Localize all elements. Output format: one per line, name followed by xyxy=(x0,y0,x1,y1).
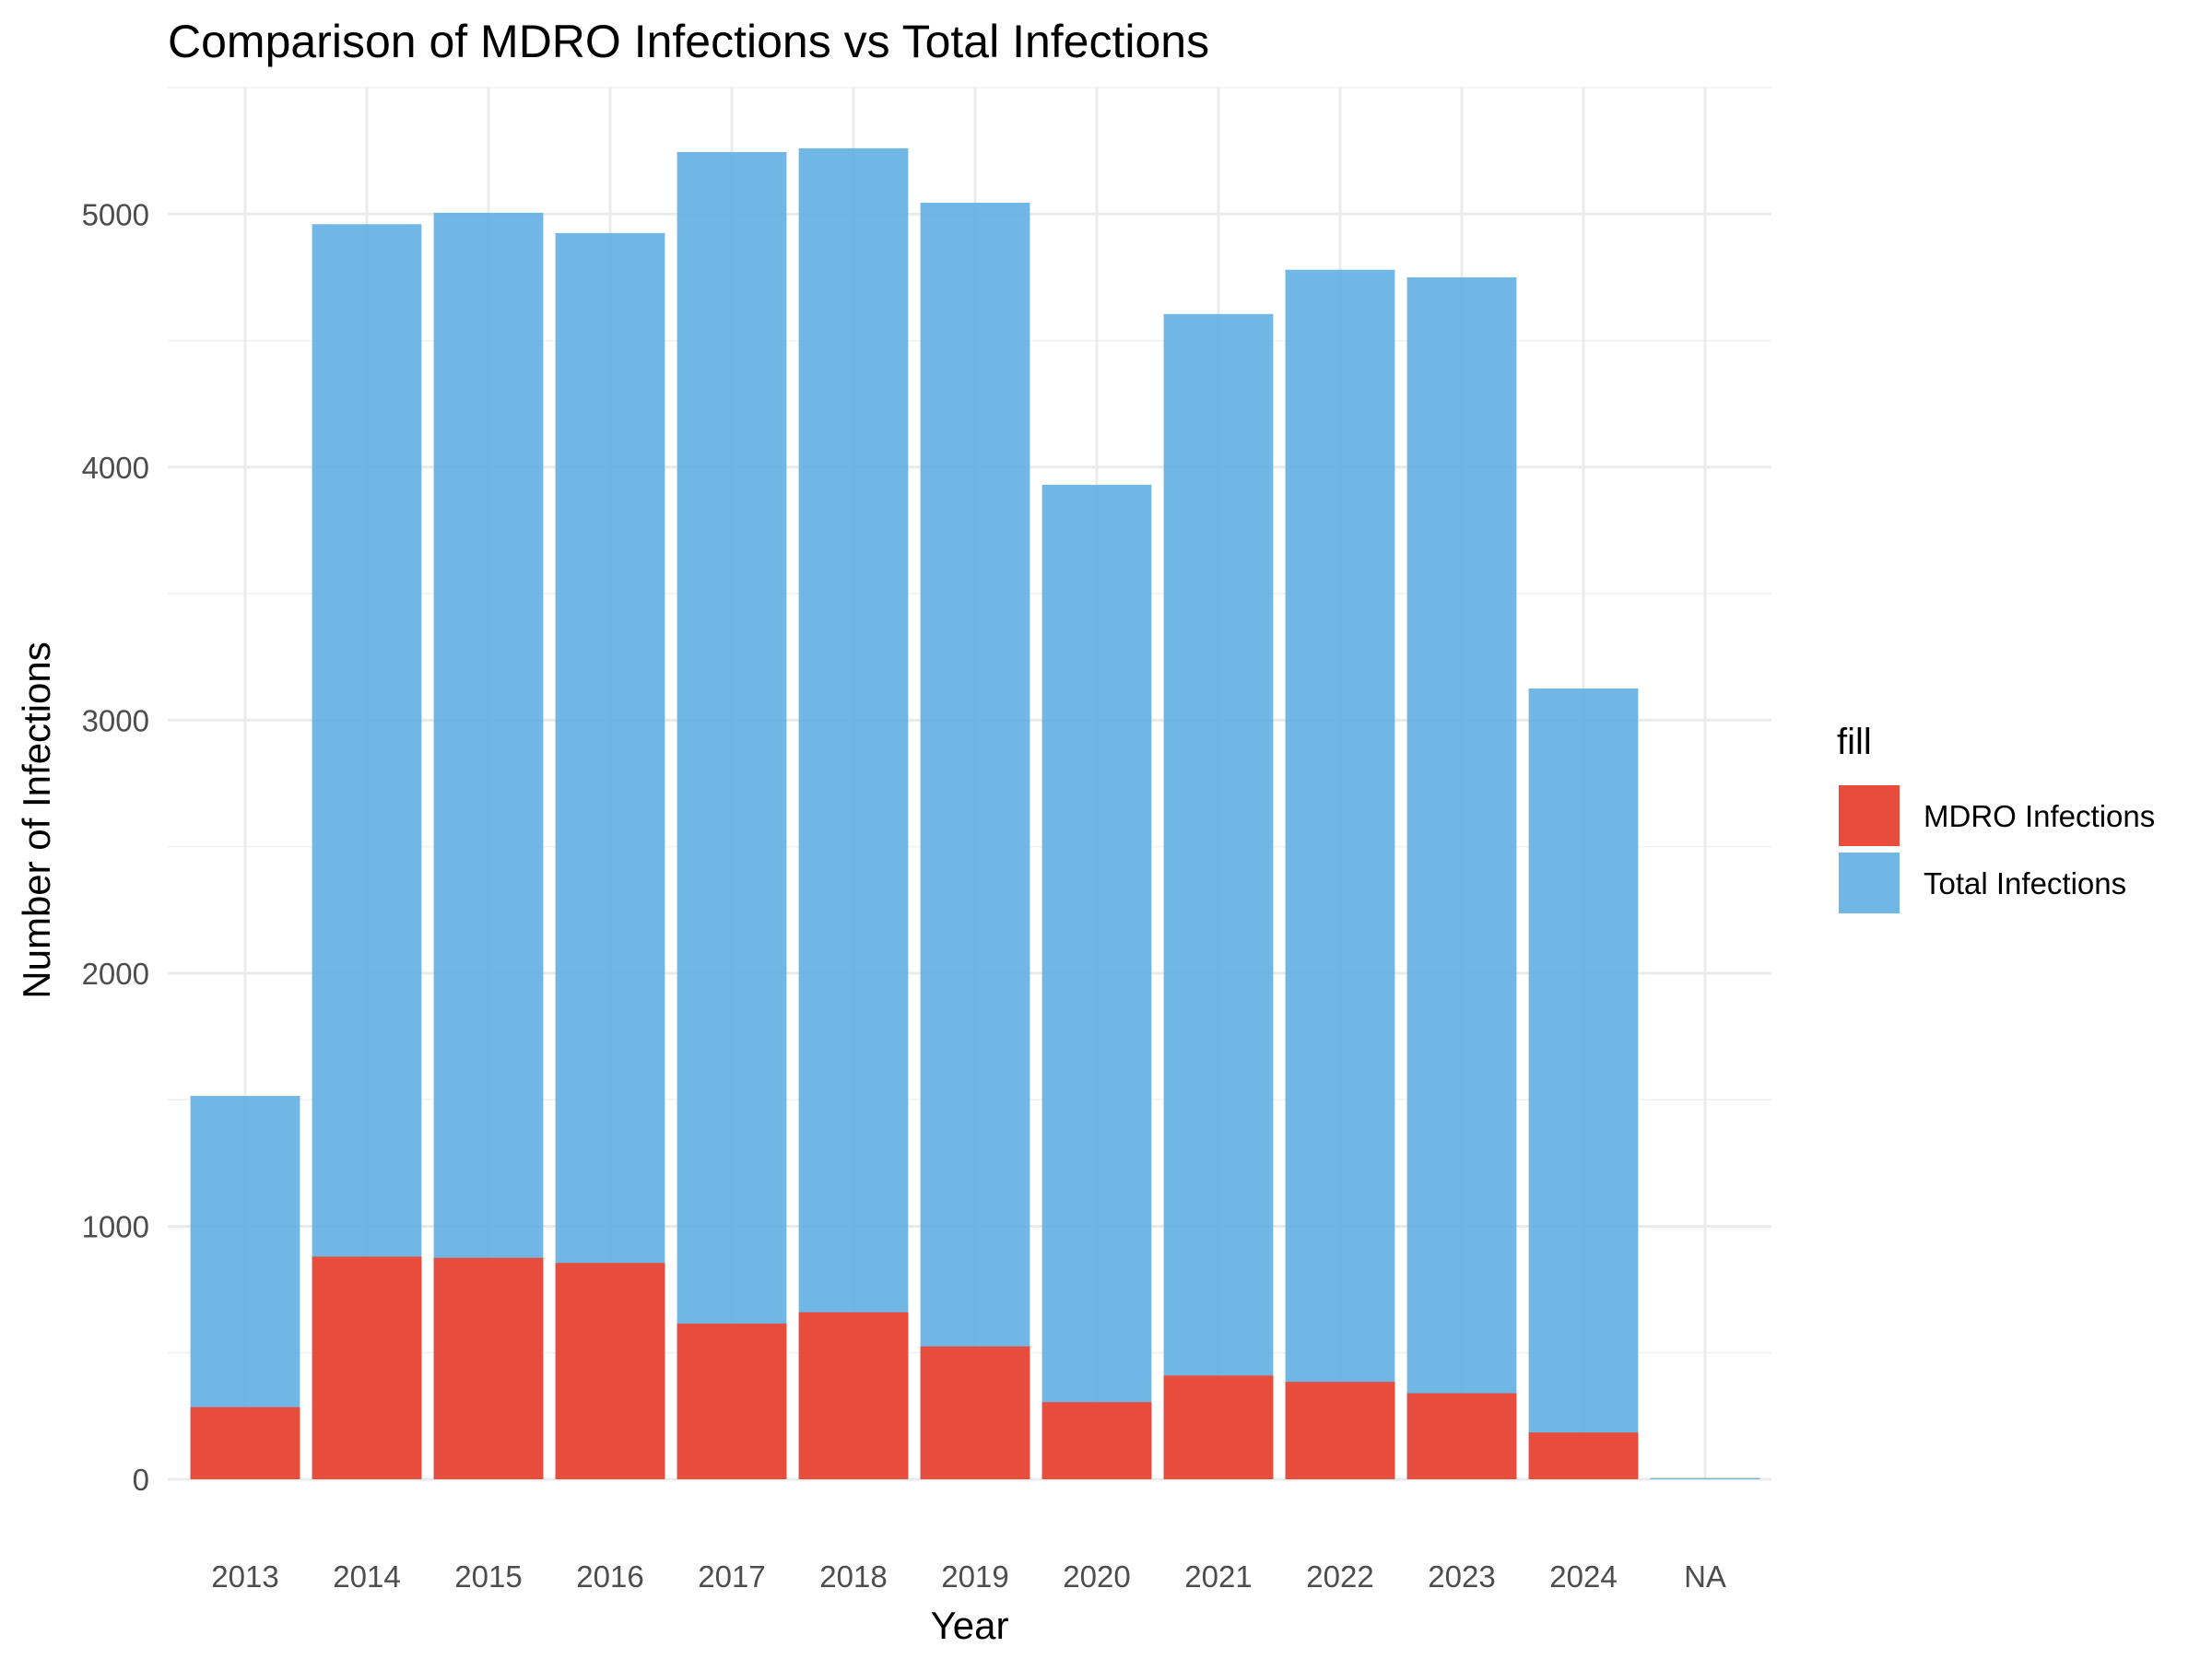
legend: fill MDRO Infections Total Infections xyxy=(1837,722,2155,913)
bar-total-2022 xyxy=(1285,269,1395,1479)
y-tick-label: 1000 xyxy=(82,1209,149,1243)
bar-mdro-2024 xyxy=(1528,1432,1639,1479)
x-tick-label: 2017 xyxy=(698,1559,765,1594)
y-tick-label: 0 xyxy=(133,1463,149,1497)
bar-total-2019 xyxy=(920,202,1030,1479)
x-tick-label: NA xyxy=(1684,1559,1726,1594)
bar-mdro-2019 xyxy=(920,1346,1030,1479)
bar-mdro-2018 xyxy=(798,1312,909,1479)
x-tick-label: 2020 xyxy=(1063,1559,1130,1594)
x-tick-label: 2021 xyxy=(1184,1559,1252,1594)
x-tick-label: 2014 xyxy=(333,1559,400,1594)
y-tick-label: 4000 xyxy=(82,451,149,485)
x-axis-title: Year xyxy=(931,1604,1009,1647)
bar-mdro-2016 xyxy=(555,1263,665,1479)
bar-mdro-2017 xyxy=(677,1324,787,1479)
legend-label-mdro: MDRO Infections xyxy=(1924,799,2155,833)
bar-mdro-2022 xyxy=(1285,1382,1395,1479)
x-tick-label: 2016 xyxy=(576,1559,643,1594)
x-tick-label: 2024 xyxy=(1549,1559,1617,1594)
x-tick-label: 2022 xyxy=(1306,1559,1373,1594)
y-tick-label: 2000 xyxy=(82,957,149,991)
bars xyxy=(190,147,1760,1480)
bar-mdro-2023 xyxy=(1406,1393,1517,1479)
bar-total-2017 xyxy=(677,152,787,1480)
x-tick-label: 2019 xyxy=(941,1559,1008,1594)
chart-title: Comparison of MDRO Infections vs Total I… xyxy=(168,16,1209,67)
bar-mdro-2020 xyxy=(1041,1402,1152,1479)
legend-swatch-total xyxy=(1839,853,1900,913)
x-tick-label: 2018 xyxy=(819,1559,887,1594)
bar-total-2023 xyxy=(1406,276,1517,1480)
bar-total-2021 xyxy=(1163,313,1274,1480)
y-tick-label: 5000 xyxy=(82,197,149,231)
x-axis-ticks: 2013 2014 2015 2016 2017 2018 2019 2020 2021 2022… xyxy=(211,1559,1726,1594)
x-tick-label: 2015 xyxy=(454,1559,522,1594)
bar-mdro-2021 xyxy=(1163,1375,1274,1479)
x-tick-label: 2023 xyxy=(1428,1559,1495,1594)
y-tick-label: 3000 xyxy=(82,703,149,737)
legend-label-total: Total Infections xyxy=(1924,866,2126,900)
bar-mdro-2013 xyxy=(190,1406,300,1479)
legend-title: fill xyxy=(1837,722,1872,762)
bar-mdro-2014 xyxy=(312,1256,422,1479)
legend-swatch-mdro xyxy=(1839,785,1900,846)
y-axis-title: Number of Infections xyxy=(15,641,58,999)
bar-total-NA xyxy=(1650,1477,1760,1479)
bar-total-2024 xyxy=(1528,688,1639,1479)
y-axis-ticks: 0 1000 2000 3000 4000 5000 xyxy=(82,197,149,1497)
bar-mdro-2015 xyxy=(433,1257,544,1479)
bar-total-2020 xyxy=(1041,485,1152,1479)
x-tick-label: 2013 xyxy=(211,1559,278,1594)
bar-total-2018 xyxy=(798,147,909,1480)
